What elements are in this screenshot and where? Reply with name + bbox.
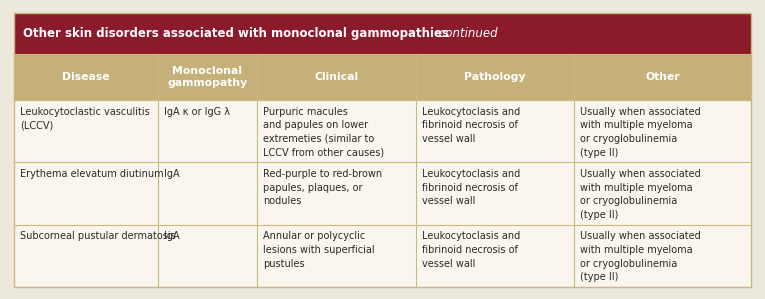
Text: Pathology: Pathology: [464, 72, 526, 82]
Text: Leukocytoclasis and
fibrinoid necrosis of
vessel wall: Leukocytoclasis and fibrinoid necrosis o…: [422, 169, 520, 206]
Text: continued: continued: [435, 27, 497, 40]
Text: Other skin disorders associated with monoclonal gammopathies: Other skin disorders associated with mon…: [23, 27, 449, 40]
Text: Leukocytoclasis and
fibrinoid necrosis of
vessel wall: Leukocytoclasis and fibrinoid necrosis o…: [422, 231, 520, 269]
Text: IgA: IgA: [164, 169, 179, 179]
Text: Red-purple to red-brown
papules, plaques, or
nodules: Red-purple to red-brown papules, plaques…: [263, 169, 382, 206]
Text: IgA κ or IgG λ: IgA κ or IgG λ: [164, 107, 230, 117]
Bar: [14, 100, 751, 162]
Text: Erythema elevatum diutinum: Erythema elevatum diutinum: [20, 169, 164, 179]
Text: Annular or polycyclic
lesions with superficial
pustules: Annular or polycyclic lesions with super…: [263, 231, 375, 269]
Text: Clinical: Clinical: [314, 72, 359, 82]
Bar: [14, 54, 751, 100]
Text: Disease: Disease: [62, 72, 109, 82]
Text: Leukocytoclasis and
fibrinoid necrosis of
vessel wall: Leukocytoclasis and fibrinoid necrosis o…: [422, 107, 520, 144]
Text: IgA: IgA: [164, 231, 179, 241]
Text: Usually when associated
with multiple myeloma
or cryoglobulinemia
(type II): Usually when associated with multiple my…: [581, 169, 701, 220]
Text: Other: Other: [646, 72, 680, 82]
Text: Leukocytoclastic vasculitis
(LCCV): Leukocytoclastic vasculitis (LCCV): [20, 107, 150, 130]
Bar: [14, 225, 751, 287]
Bar: [14, 162, 751, 225]
Text: Purpuric macules
and papules on lower
extremeties (similar to
LCCV from other ca: Purpuric macules and papules on lower ex…: [263, 107, 384, 158]
Text: Usually when associated
with multiple myeloma
or cryoglobulinemia
(type II): Usually when associated with multiple my…: [581, 231, 701, 282]
Text: Subcorneal pustular dermatosis: Subcorneal pustular dermatosis: [20, 231, 176, 241]
Bar: [14, 13, 751, 54]
Text: Monoclonal
gammopathy: Monoclonal gammopathy: [168, 66, 248, 88]
Text: Usually when associated
with multiple myeloma
or cryoglobulinemia
(type II): Usually when associated with multiple my…: [581, 107, 701, 158]
